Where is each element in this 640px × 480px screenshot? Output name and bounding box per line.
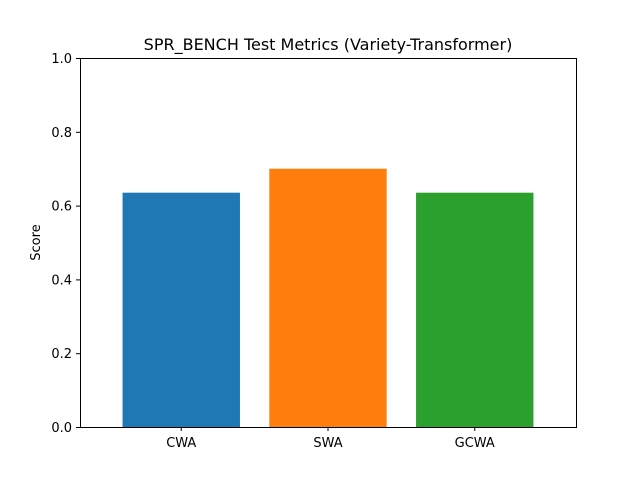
bar-gcwa [416,192,534,427]
bar-swa [269,168,387,427]
y-tick-label: 0.0 [51,421,72,436]
y-tick-label: 0.4 [51,273,72,288]
y-axis-label: Score [29,224,44,260]
bar-cwa [122,192,240,427]
x-axis: CWA SWA GCWA [166,427,495,451]
chart-title: SPR_BENCH Test Metrics (Variety-Transfor… [144,35,513,55]
x-tick-label-cwa: CWA [166,436,196,451]
x-tick-label-gcwa: GCWA [455,436,495,451]
y-tick-label: 0.2 [51,347,72,362]
y-tick-label: 1.0 [51,52,72,67]
x-tick-label-swa: SWA [313,436,342,451]
y-axis: 0.0 0.2 0.4 0.6 0.8 1.0 [51,52,80,436]
plot-frame [80,58,577,428]
y-tick-label: 0.6 [51,200,72,215]
bars-group [122,168,534,427]
y-tick-label: 0.8 [51,126,72,141]
